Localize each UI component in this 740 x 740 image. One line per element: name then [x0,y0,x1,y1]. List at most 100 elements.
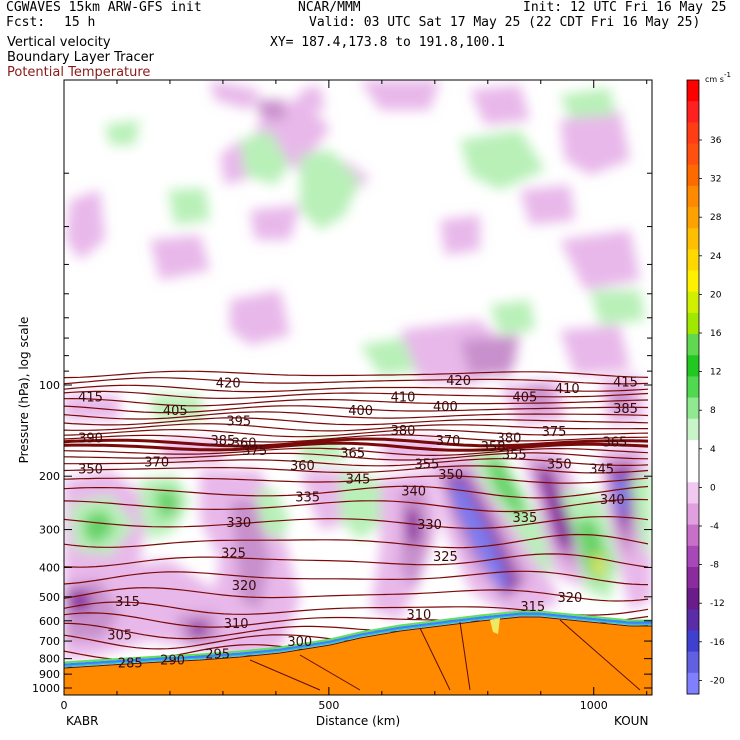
theta-contour [64,570,649,586]
colorbar-cell [687,228,699,250]
x-axis-title: Distance (km) [316,714,400,728]
theta-label: 335 [295,490,320,505]
theta-label: 365 [603,436,628,451]
x-tick-label: 1000 [580,699,608,712]
theta-label: 375 [542,425,567,440]
theta-contour [64,417,649,426]
velocity-shade [230,290,290,345]
theta-label: 380 [497,431,522,446]
theta-contour [64,485,649,499]
terrain-contour [249,659,321,691]
colorbar-tick-label: -16 [710,638,725,648]
theta-contour [64,434,649,443]
theta-label: 380 [391,424,416,439]
theta-contour [64,384,649,393]
velocity-shade [535,470,575,555]
colorbar-cell [687,566,699,589]
colorbar-cell [687,503,699,526]
theta-label: 345 [346,472,371,487]
field-potential-temperature: Potential Temperature [7,65,151,80]
velocity-shade [210,80,260,110]
y-tick-label: 300 [39,524,60,537]
velocity-shade [590,290,645,325]
model-title: CGWAVES 15km ARW-GFS init [6,0,202,15]
terrain-contour [419,627,451,691]
colorbar-cell [687,291,699,314]
theta-label: 315 [520,600,545,615]
theta-label: 320 [232,579,257,594]
plot-area: 420 420 415 415 410 410 405 405 400 400 395 385 390 3… [64,80,652,695]
theta-label: 350 [438,468,463,483]
x-tick-label: 0 [61,699,68,712]
colorbar-cell [687,545,699,568]
velocity-shade [240,130,290,185]
velocity-shade [560,230,640,290]
y-tick-label: 900 [39,668,60,681]
theta-label: 315 [115,595,140,610]
velocity-shade [460,335,520,375]
field-boundary-layer-tracer: Boundary Layer Tracer [7,50,154,65]
colorbar-tick-label: 12 [710,368,721,378]
velocity-shade [405,510,420,545]
velocity-shade [460,130,545,190]
velocity-shade [300,150,360,230]
colorbar-cell [687,80,699,102]
theta-label: 325 [221,547,246,562]
theta-label: 355 [502,448,527,463]
velocity-shade [150,235,210,280]
theta-labels: 420 420 415 415 410 410 405 405 400 400 395 385 390 3… [78,374,638,671]
theta-contour [64,515,649,529]
theta-contour [64,458,649,467]
theta-label: 410 [391,391,416,406]
x-axis: 0 500 1000 [61,80,648,712]
theta-label: 370 [436,434,461,449]
theta-contour [64,498,649,513]
velocity-shade [614,475,628,520]
theta-label: 325 [433,550,458,565]
theta-contour [64,452,649,461]
right-endpoint-label: KOUN [614,714,648,728]
velocity-shade [560,88,615,118]
velocity-shade [230,500,270,610]
theta-label: 300 [287,635,312,650]
field-vertical-velocity: Vertical velocity [7,35,111,50]
theta-label: 415 [78,391,103,406]
theta-label: 295 [205,647,230,662]
theta-label: 330 [226,516,251,531]
theta-contour [64,441,649,452]
velocity-shade [255,490,290,540]
theta-contour [64,533,649,549]
velocity-shade [630,470,652,560]
velocity-shade [560,325,630,375]
theta-label: 358 [481,440,506,455]
colorbar-unit-exponent: -1 [724,71,731,79]
colorbar: 36 32 28 24 20 16 12 8 4 0 -4 -8 -12 -16 -20 [686,79,725,695]
theta-label: 360 [232,437,257,452]
x-tick-label: 500 [318,699,339,712]
velocity-shade [70,590,90,612]
velocity-shade [610,388,632,412]
velocity-shade [485,458,525,520]
velocity-shade [360,80,440,110]
colorbar-cell [687,418,699,441]
left-endpoint-label: KABR [66,714,98,728]
colorbar-tick-label: -4 [710,522,719,532]
theta-contour [64,465,649,474]
terrain-contour [559,619,641,691]
theta-label: 330 [417,518,442,533]
colorbar-cell [687,355,699,377]
theta-label: 345 [589,462,614,477]
theta-contour [64,587,649,602]
theta-contour [64,377,649,385]
colorbar-frame [686,79,700,695]
theta-label: 385 [613,402,638,417]
y-tick-label: 700 [39,635,60,648]
colorbar-cell [687,270,699,293]
colorbar-tick-label: 8 [710,406,716,416]
theta-contour [64,553,649,568]
colorbar-tick-label: 0 [710,483,716,493]
theta-contour [64,423,648,432]
colorbar-tick-label: 4 [710,445,716,455]
colorbar-tick-label: -12 [710,599,725,609]
